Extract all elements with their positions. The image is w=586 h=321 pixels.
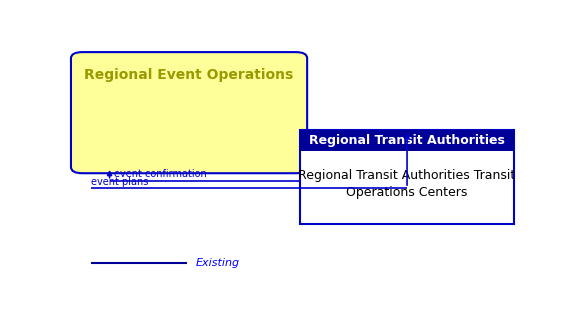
Text: event confirmation: event confirmation — [114, 169, 207, 179]
Text: Regional Transit Authorities: Regional Transit Authorities — [309, 134, 505, 147]
Text: Existing: Existing — [196, 258, 240, 268]
Bar — [300, 130, 514, 224]
Bar — [300, 130, 514, 151]
Text: Regional Transit Authorities Transit
Operations Centers: Regional Transit Authorities Transit Ope… — [298, 169, 516, 199]
FancyBboxPatch shape — [71, 52, 307, 173]
Text: Regional Event Operations: Regional Event Operations — [84, 68, 294, 82]
Text: event plans: event plans — [91, 177, 149, 187]
